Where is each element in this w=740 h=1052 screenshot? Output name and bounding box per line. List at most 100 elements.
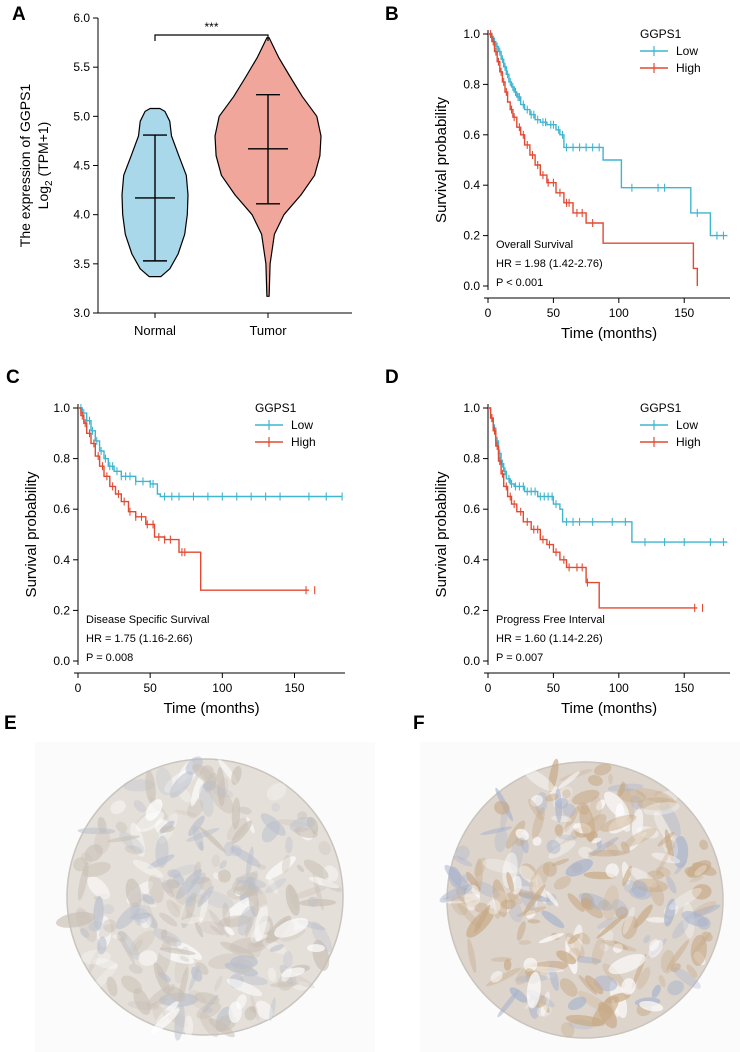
survival-curve-low xyxy=(488,33,728,237)
tissue-texture xyxy=(631,880,648,898)
tissue-texture xyxy=(494,827,508,853)
tissue-texture xyxy=(612,899,629,919)
tissue-texture xyxy=(525,909,536,919)
tissue-texture xyxy=(155,835,169,868)
tissue-texture xyxy=(587,775,603,786)
tissue-texture xyxy=(240,975,268,986)
tissue-texture xyxy=(461,874,470,883)
y-tick-label: 0.8 xyxy=(463,452,480,466)
tissue-texture xyxy=(494,800,510,815)
y-tick-label: 0.0 xyxy=(463,279,480,293)
tissue-texture xyxy=(660,949,675,974)
tissue-texture xyxy=(648,939,660,952)
tissue-texture xyxy=(194,921,204,938)
tissue-texture xyxy=(255,1000,274,1020)
tissue-texture xyxy=(599,943,609,952)
tissue-texture xyxy=(179,955,190,962)
tissue-texture xyxy=(505,893,523,904)
tissue-texture xyxy=(269,997,276,1022)
km-chart-overall-survival: 0.0 0.2 0.4 0.6 0.8 1.0 0 50 100 150 Time (months)… xyxy=(433,27,730,342)
tissue-texture xyxy=(270,981,299,988)
tissue-texture xyxy=(519,865,536,883)
tissue-texture xyxy=(651,852,681,864)
tissue-texture xyxy=(530,960,568,972)
tissue-texture xyxy=(216,767,226,807)
annotation-line-3: P = 0.007 xyxy=(496,652,543,664)
panel-letter-b: B xyxy=(385,4,399,25)
tissue-texture xyxy=(161,935,178,943)
tissue-texture xyxy=(672,967,701,989)
tissue-texture xyxy=(591,937,605,966)
tissue-texture xyxy=(156,940,172,977)
tissue-texture xyxy=(701,931,713,942)
tissue-texture xyxy=(647,870,664,880)
legend-label-high: High xyxy=(676,61,701,75)
tissue-texture xyxy=(510,835,524,872)
violin-chart: 3.0 3.5 4.0 4.5 5.0 5.5 6.0 Normal Tumor *** The e… xyxy=(17,11,352,338)
tissue-texture xyxy=(515,837,526,847)
tissue-texture xyxy=(560,1022,575,1038)
tissue-texture xyxy=(500,899,516,910)
significance-bracket xyxy=(154,34,269,41)
annotation-line-2: HR = 1.75 (1.16-2.66) xyxy=(86,633,193,645)
tissue-texture xyxy=(608,953,646,975)
tissue-texture xyxy=(266,782,287,801)
tissue-texture xyxy=(578,892,613,911)
tissue-texture xyxy=(631,808,644,840)
tissue-texture xyxy=(652,790,680,806)
tissue-texture xyxy=(117,930,140,961)
tissue-texture xyxy=(133,988,151,1015)
tissue-texture xyxy=(148,874,164,904)
tissue-texture xyxy=(629,867,658,888)
tissue-texture xyxy=(237,905,256,936)
x-tick-label: 50 xyxy=(547,681,561,695)
tissue-texture xyxy=(318,840,331,856)
tissue-texture xyxy=(523,767,555,792)
tissue-texture xyxy=(648,938,668,958)
tissue-texture xyxy=(265,878,287,894)
tissue-texture xyxy=(156,1000,180,1022)
y-tick-label: 5.0 xyxy=(73,109,90,123)
x-axis-label: Time (months) xyxy=(561,700,657,717)
tissue-texture xyxy=(160,929,168,938)
tissue-texture xyxy=(88,948,100,974)
tissue-texture xyxy=(559,978,578,997)
survival-curve-low xyxy=(78,407,343,498)
tissue-texture xyxy=(88,921,103,932)
tissue-texture xyxy=(624,827,657,847)
tissue-texture xyxy=(551,815,572,823)
tissue-texture xyxy=(562,803,576,817)
tissue-texture xyxy=(571,789,600,805)
tissue-texture xyxy=(620,841,630,854)
tissue-texture xyxy=(648,939,664,958)
tissue-texture xyxy=(622,906,635,935)
tissue-texture xyxy=(589,796,602,822)
y-axis-label: Survival probability xyxy=(433,97,450,223)
tissue-texture xyxy=(159,947,196,955)
tissue-texture xyxy=(129,930,155,956)
tissue-texture xyxy=(174,810,198,817)
tissue-texture xyxy=(621,978,636,995)
survival-curve-high xyxy=(488,407,698,609)
tissue-texture xyxy=(160,825,175,833)
tissue-texture xyxy=(133,800,146,813)
y-tick-label: 4.0 xyxy=(73,208,90,222)
tissue-texture xyxy=(258,915,274,936)
tissue-texture xyxy=(245,846,254,878)
tissue-texture xyxy=(509,987,528,1003)
tissue-texture xyxy=(162,882,175,898)
annotation-line-2: HR = 1.60 (1.14-2.26) xyxy=(496,633,603,645)
tissue-texture xyxy=(255,934,268,942)
tissue-texture xyxy=(607,783,644,792)
tissue-texture xyxy=(150,1008,180,1034)
tissue-texture xyxy=(545,793,559,802)
x-tick-label: 150 xyxy=(674,681,694,695)
tissue-texture xyxy=(669,887,702,911)
tissue-core xyxy=(55,756,344,1041)
tissue-texture xyxy=(147,997,168,1010)
tissue-texture xyxy=(587,849,627,857)
tissue-texture xyxy=(141,892,157,931)
y-tick-label: 6.0 xyxy=(73,11,90,25)
tissue-texture xyxy=(101,904,115,915)
